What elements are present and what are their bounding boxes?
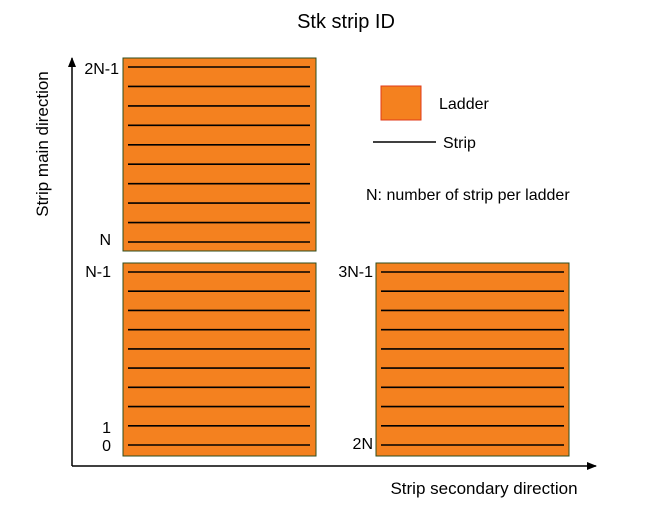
label-n: N [99,232,111,249]
label-n-minus-1: N-1 [85,264,111,281]
ladder-bottom-left [122,262,317,457]
ladder-bottom-right-body [375,262,570,457]
ladder-bottom-left-body [122,262,317,457]
y-axis-label: Strip main direction [33,71,52,217]
x-axis-label: Strip secondary direction [390,479,577,498]
ladder-top-left [122,57,317,252]
legend-ladder-label: Ladder [439,96,489,113]
diagram-title: Stk strip ID [297,11,395,33]
legend-strip-label: Strip [443,135,476,152]
label-1: 1 [102,420,111,437]
legend-ladder-swatch [380,85,422,121]
label-0: 0 [102,438,111,455]
label-2n-minus-1: 2N-1 [84,61,119,78]
legend-note: N: number of strip per ladder [366,187,570,204]
legend: Ladder Strip N: number of strip per ladd… [366,85,570,204]
label-2n: 2N [353,436,373,453]
label-3n-minus-1: 3N-1 [338,264,373,281]
ladder-top-left-body [122,57,317,252]
ladder-bottom-right [375,262,570,457]
